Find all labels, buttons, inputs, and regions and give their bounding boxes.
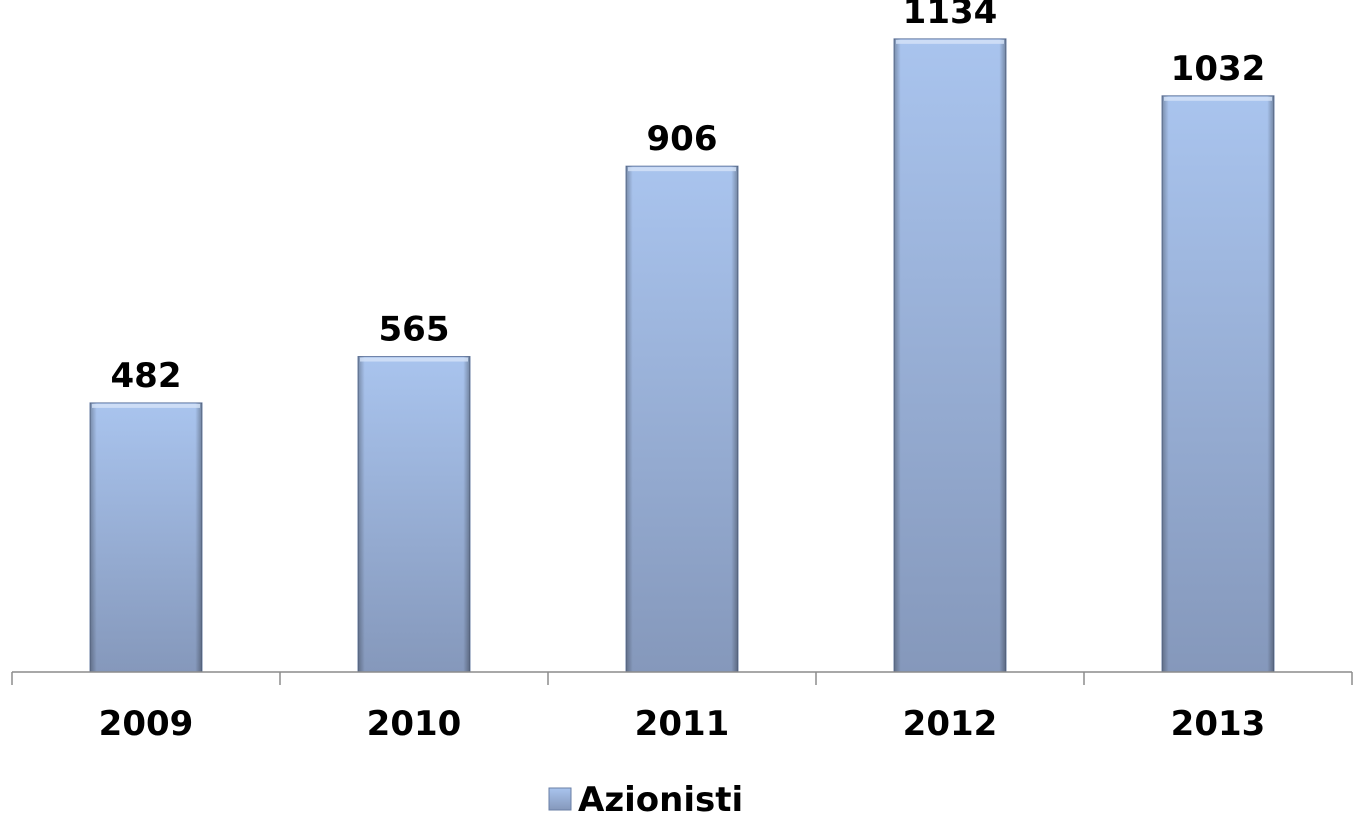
value-labels-group: 482 565 906 1134 1032 xyxy=(111,0,1266,396)
value-label-2010: 565 xyxy=(379,310,450,350)
bar-highlight-2009 xyxy=(92,403,200,408)
x-tick-label-2013: 2013 xyxy=(1171,704,1266,744)
x-tick-label-2009: 2009 xyxy=(99,704,194,744)
bar-highlight-2010 xyxy=(360,357,468,362)
value-label-2013: 1032 xyxy=(1171,49,1266,89)
value-label-2012: 1134 xyxy=(903,0,998,32)
bar-highlight-2011 xyxy=(628,167,736,172)
bar-highlight-2012 xyxy=(896,39,1004,44)
legend-swatch xyxy=(548,787,572,811)
bar-shade-2009 xyxy=(90,402,202,672)
x-tick-label-2010: 2010 xyxy=(367,704,462,744)
legend-label-azionisti: Azionisti xyxy=(578,780,743,814)
x-tick-label-2012: 2012 xyxy=(903,704,998,744)
bar-shade-2010 xyxy=(358,356,470,672)
value-label-2011: 906 xyxy=(647,119,718,159)
value-label-2009: 482 xyxy=(111,356,182,396)
legend: Azionisti xyxy=(548,780,743,814)
bar-highlight-2013 xyxy=(1164,96,1272,101)
x-tick-label-2011: 2011 xyxy=(635,704,730,744)
bar-shade-2013 xyxy=(1162,95,1274,673)
bar-shade-2012 xyxy=(894,38,1006,673)
x-tick-labels: 2009 2010 2011 2012 2013 xyxy=(99,704,1266,744)
bars-group xyxy=(89,38,1275,673)
bar-shade-2011 xyxy=(626,166,738,672)
x-axis xyxy=(11,671,1353,685)
